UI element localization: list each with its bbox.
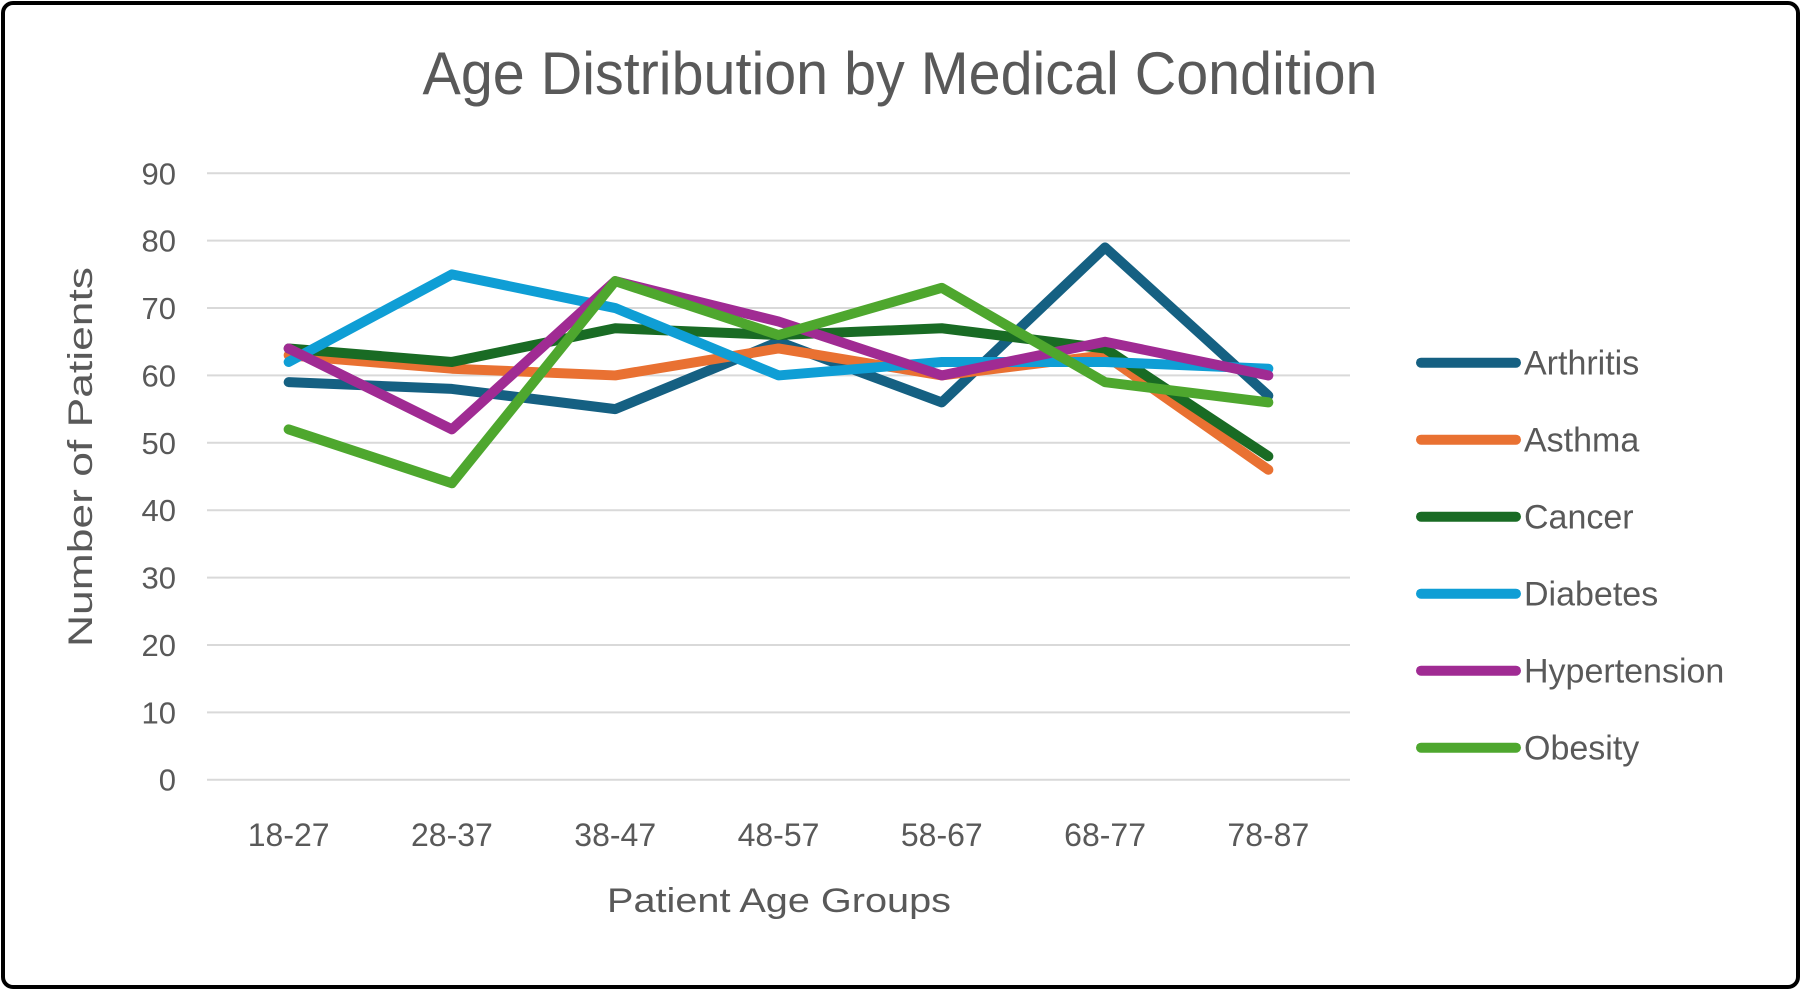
series-line-obesity xyxy=(283,276,1274,489)
y-tick-label: 70 xyxy=(142,291,176,326)
y-tick-label: 90 xyxy=(142,156,176,191)
legend-label-cancer: Cancer xyxy=(1524,499,1634,537)
x-tick-label: 28-37 xyxy=(411,817,493,853)
y-tick-label: 50 xyxy=(142,426,176,461)
x-tick-label: 58-67 xyxy=(901,817,983,853)
y-tick-label: 20 xyxy=(142,628,176,663)
x-tick-label: 38-47 xyxy=(574,817,656,853)
series-line-arthritis xyxy=(283,242,1274,415)
gridlines xyxy=(207,172,1350,781)
x-axis-title: Patient Age Groups xyxy=(607,882,951,920)
chart-title: Age Distribution by Medical Condition xyxy=(423,40,1378,107)
y-tick-label: 30 xyxy=(142,561,176,596)
legend-item-obesity: Obesity xyxy=(1416,730,1639,768)
series-line-diabetes xyxy=(283,269,1274,381)
legend-item-cancer: Cancer xyxy=(1416,499,1634,537)
y-tick-label: 80 xyxy=(142,224,176,259)
legend-label-obesity: Obesity xyxy=(1524,730,1639,768)
y-tick-label: 0 xyxy=(159,763,176,798)
legend-label-hypertension: Hypertension xyxy=(1524,653,1724,691)
legend-item-arthritis: Arthritis xyxy=(1416,345,1639,383)
y-tick-label: 40 xyxy=(142,493,176,528)
legend-item-hypertension: Hypertension xyxy=(1416,653,1724,691)
y-tick-label: 10 xyxy=(142,695,176,730)
y-axis-tick-labels: 0 10 20 30 40 50 60 70 80 90 xyxy=(142,156,176,797)
series-line-hypertension xyxy=(283,276,1274,435)
x-tick-label: 68-77 xyxy=(1064,817,1146,853)
x-tick-label: 18-27 xyxy=(248,817,330,853)
legend-item-asthma: Asthma xyxy=(1416,422,1639,460)
legend-label-asthma: Asthma xyxy=(1524,422,1639,460)
y-axis-title: Number of Patients xyxy=(62,267,100,647)
legend: Arthritis Asthma Cancer Diabetes Hypertensio… xyxy=(1416,345,1724,768)
series-lines xyxy=(283,242,1274,489)
x-tick-label: 78-87 xyxy=(1227,817,1309,853)
legend-item-diabetes: Diabetes xyxy=(1416,576,1658,614)
x-tick-label: 48-57 xyxy=(738,817,820,853)
legend-label-diabetes: Diabetes xyxy=(1524,576,1658,614)
legend-label-arthritis: Arthritis xyxy=(1524,345,1639,383)
x-axis-tick-labels: 18-27 28-37 38-47 48-57 58-67 68-77 78-87 xyxy=(248,817,1310,853)
series-line-asthma xyxy=(283,343,1274,475)
y-tick-label: 60 xyxy=(142,358,176,393)
